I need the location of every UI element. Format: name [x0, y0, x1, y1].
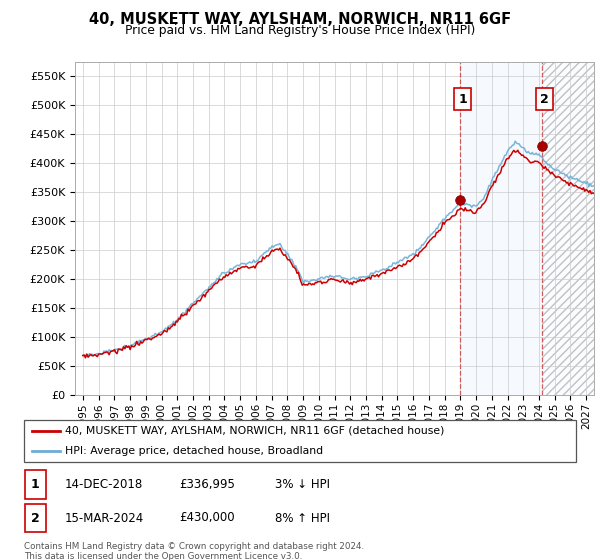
Text: 40, MUSKETT WAY, AYLSHAM, NORWICH, NR11 6GF (detached house): 40, MUSKETT WAY, AYLSHAM, NORWICH, NR11 … [65, 426, 445, 436]
Text: £430,000: £430,000 [179, 511, 235, 525]
Text: 15-MAR-2024: 15-MAR-2024 [65, 511, 144, 525]
Text: 1: 1 [458, 93, 467, 106]
Bar [542, 62, 594, 395]
Text: 3% ↓ HPI: 3% ↓ HPI [275, 478, 330, 491]
FancyBboxPatch shape [24, 420, 576, 462]
FancyBboxPatch shape [25, 470, 46, 498]
Text: Contains HM Land Registry data © Crown copyright and database right 2024.
This d: Contains HM Land Registry data © Crown c… [24, 542, 364, 560]
Bar [542, 62, 594, 395]
Text: 2: 2 [31, 511, 40, 525]
Text: £336,995: £336,995 [179, 478, 235, 491]
Text: 14-DEC-2018: 14-DEC-2018 [65, 478, 143, 491]
Text: 2: 2 [540, 93, 549, 106]
FancyBboxPatch shape [25, 504, 46, 532]
Text: Price paid vs. HM Land Registry's House Price Index (HPI): Price paid vs. HM Land Registry's House … [125, 24, 475, 36]
Bar [542, 62, 594, 395]
Text: 40, MUSKETT WAY, AYLSHAM, NORWICH, NR11 6GF: 40, MUSKETT WAY, AYLSHAM, NORWICH, NR11 … [89, 12, 511, 27]
Text: 8% ↑ HPI: 8% ↑ HPI [275, 511, 330, 525]
Text: 1: 1 [31, 478, 40, 491]
Text: HPI: Average price, detached house, Broadland: HPI: Average price, detached house, Broa… [65, 446, 323, 456]
Bar [460, 62, 542, 395]
